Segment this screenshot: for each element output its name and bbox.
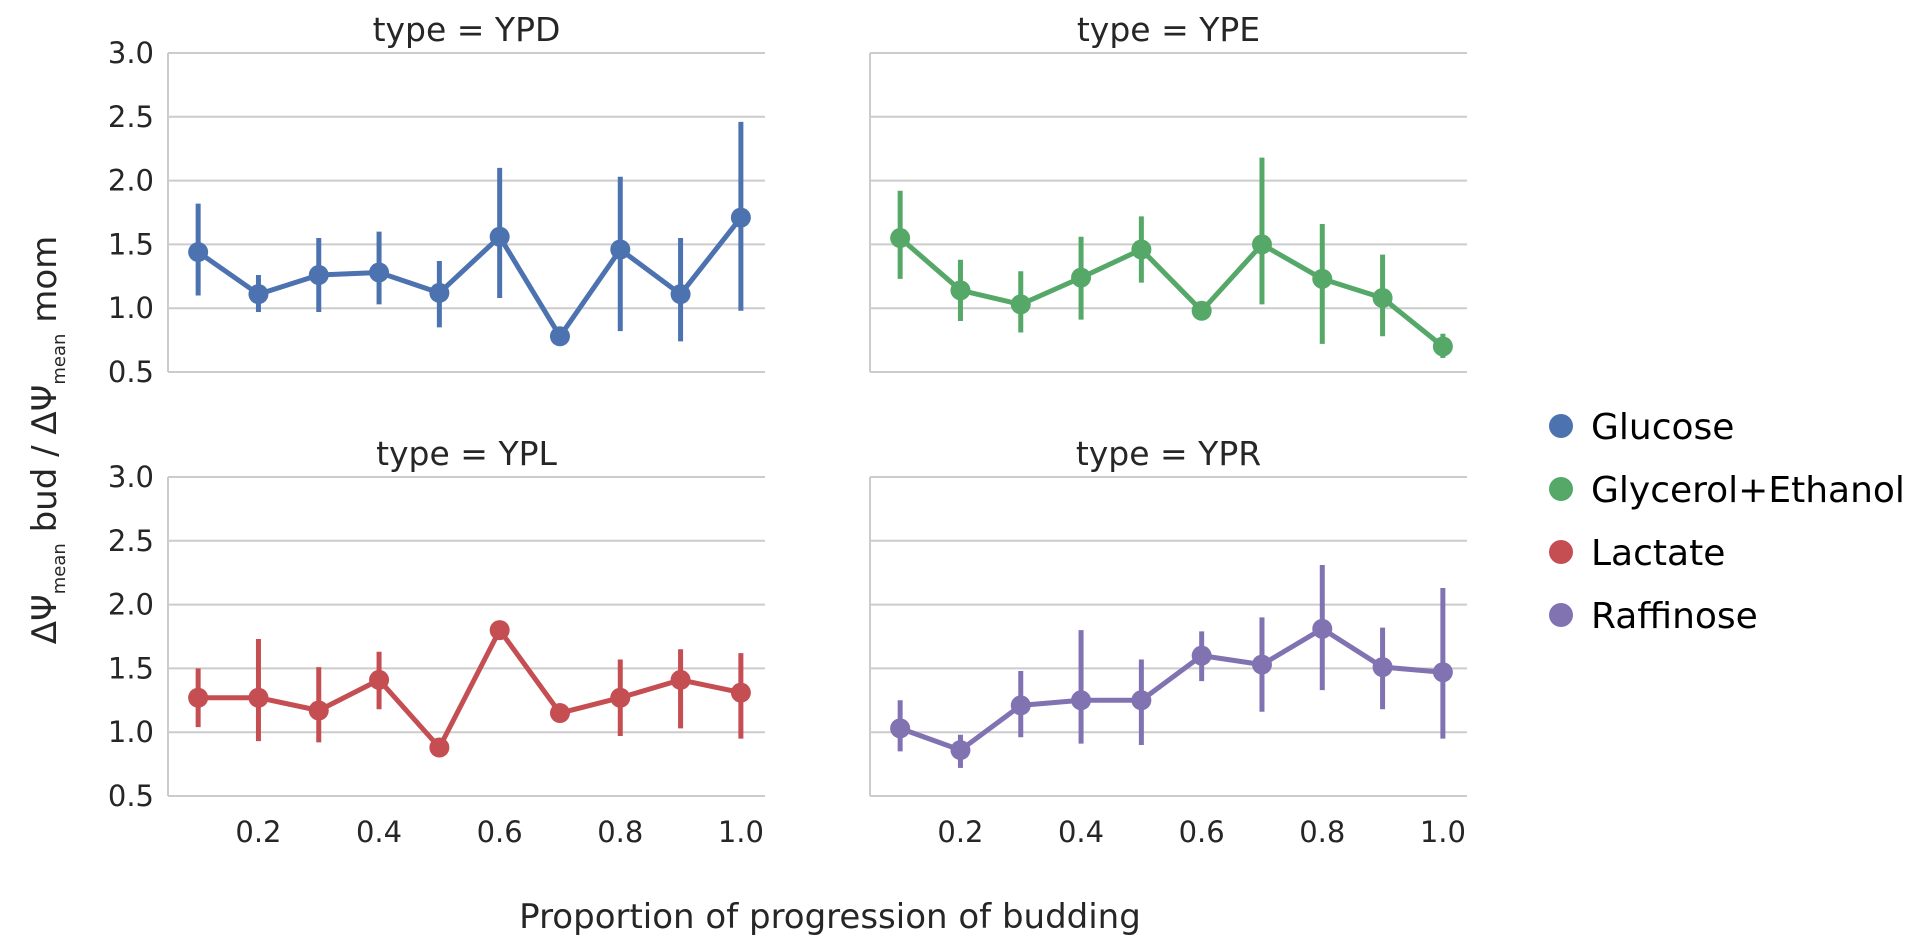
legend-marker (1549, 414, 1573, 438)
data-point (1191, 645, 1212, 666)
x-tick-label: 0.2 (235, 815, 281, 849)
data-point (730, 207, 751, 228)
legend-label: Glycerol+Ethanol (1591, 470, 1905, 511)
data-point (730, 682, 751, 703)
legend-label: Lactate (1591, 533, 1725, 574)
x-tick-label: 0.4 (356, 815, 402, 849)
y-tick-label: 3.0 (108, 36, 154, 70)
panel-title: type = YPL (376, 434, 557, 473)
x-tick-label: 0.2 (937, 815, 983, 849)
x-axis-label: Proportion of progression of budding (519, 897, 1141, 937)
data-point (890, 228, 911, 249)
data-point (1432, 662, 1453, 683)
series-line (198, 627, 742, 750)
data-point (429, 282, 450, 303)
y-tick-label: 2.0 (108, 588, 154, 622)
x-tick-label: 0.8 (1299, 815, 1345, 849)
panel-2: type = YPE (869, 10, 1467, 373)
panel-1: 0.5 1.0 1.5 2.0 2.5 3.0 type = YPD (108, 10, 765, 389)
panel-title: type = YPR (1076, 434, 1261, 473)
data-point (188, 687, 209, 708)
data-point (489, 226, 510, 247)
data-point (1312, 268, 1333, 289)
data-point (1432, 336, 1453, 357)
data-point (670, 284, 691, 305)
x-tick-label: 0.4 (1058, 815, 1104, 849)
y-tick-label: 1.0 (108, 715, 154, 749)
y-axis-label: ΔΨmean bud / ΔΨmean mom (25, 236, 70, 645)
data-point (1071, 690, 1092, 711)
y-tick-label: 3.0 (108, 460, 154, 494)
panel-3: 0.5 1.0 1.5 2.0 2.5 3.0 0.2 0.4 0.6 0.8 1.0 type = … (108, 434, 765, 849)
y-axis-label-part1: ΔΨ (25, 594, 65, 644)
data-point (610, 687, 631, 708)
data-point (549, 703, 570, 724)
data-point (610, 239, 631, 260)
data-point (248, 687, 269, 708)
data-point (950, 740, 971, 761)
y-tick-label: 0.5 (108, 355, 154, 389)
data-point (1372, 287, 1393, 308)
y-tick-label: 2.5 (108, 100, 154, 134)
series-line (196, 216, 743, 339)
data-point (489, 620, 510, 641)
data-point (670, 669, 691, 690)
series-line (898, 236, 1445, 349)
x-tick-label: 0.6 (477, 815, 523, 849)
legend-marker (1549, 540, 1573, 564)
panel-4: 0.2 0.4 0.6 0.8 1.0 type = YPR (869, 434, 1467, 849)
legend-marker (1549, 603, 1573, 627)
data-point (429, 737, 450, 758)
data-point (1372, 657, 1393, 678)
y-tick-label: 2.0 (108, 164, 154, 198)
data-point (369, 669, 390, 690)
x-tick-label: 1.0 (718, 815, 764, 849)
data-point (308, 265, 329, 286)
y-axis-label-part2: bud / ΔΨ (25, 385, 65, 544)
legend-label: Raffinose (1591, 596, 1758, 637)
y-tick-label: 1.0 (108, 291, 154, 325)
x-tick-label: 0.6 (1179, 815, 1225, 849)
data-point (950, 280, 971, 301)
y-axis-label-sub1: mean (49, 543, 70, 594)
data-point (1312, 618, 1333, 639)
data-point (1191, 300, 1212, 321)
data-point (549, 326, 570, 347)
series-line (899, 626, 1444, 753)
panels-group: 0.5 1.0 1.5 2.0 2.5 3.0 type = YPD type = YPE 0.… (108, 10, 1467, 849)
data-point (369, 262, 390, 283)
data-point (1251, 234, 1272, 255)
data-point (308, 700, 329, 721)
panel-title: type = YPD (373, 10, 561, 49)
panel-title: type = YPE (1077, 10, 1260, 49)
x-tick-label: 0.8 (597, 815, 643, 849)
data-point (1071, 267, 1092, 288)
data-point (890, 718, 911, 739)
data-point (1010, 294, 1031, 315)
legend-marker (1549, 477, 1573, 501)
data-point (248, 284, 269, 305)
data-point (1010, 695, 1031, 716)
x-tick-label: 1.0 (1420, 815, 1466, 849)
y-axis-label-part3: mom (25, 236, 65, 334)
data-point (188, 242, 209, 263)
data-point (1131, 239, 1152, 260)
y-tick-label: 1.5 (108, 651, 154, 685)
y-axis-label-sub2: mean (49, 334, 70, 385)
y-tick-label: 0.5 (108, 779, 154, 813)
legend-label: Glucose (1591, 407, 1734, 448)
data-point (1251, 654, 1272, 675)
y-tick-label: 2.5 (108, 524, 154, 558)
legend: Glucose Glycerol+Ethanol Lactate Raffinose (1549, 407, 1905, 637)
y-tick-label: 1.5 (108, 227, 154, 261)
data-point (1131, 690, 1152, 711)
